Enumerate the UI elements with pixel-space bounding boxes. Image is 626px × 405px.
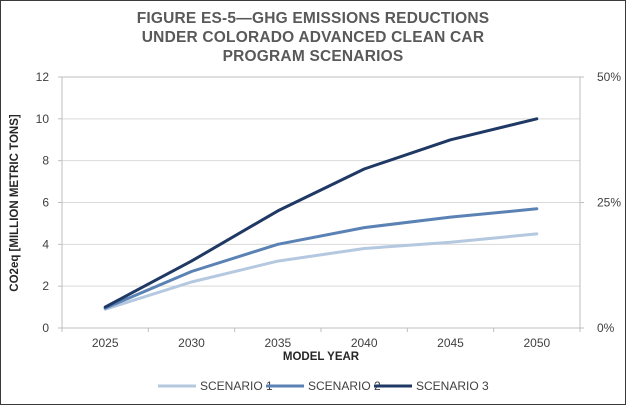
x-tick-label: 2030: [178, 336, 205, 350]
y-tick-label: 0: [42, 321, 49, 335]
x-tick-label: 2050: [523, 336, 550, 350]
y-axis-ticks: 0 2 4 6 8 10 12: [36, 70, 62, 335]
y-axis-title: CO2eq [MILLION METRIC TONS]: [9, 114, 21, 292]
y-tick-label: 8: [42, 154, 49, 168]
legend-label-3: SCENARIO 3: [416, 379, 489, 393]
y-tick-label: 4: [42, 237, 49, 251]
y2-axis-ticks: 0% 25% 50%: [580, 70, 621, 335]
legend-label-1: SCENARIO 1: [200, 379, 273, 393]
series-line-2: [103, 207, 539, 310]
series-line-3: [103, 117, 539, 309]
y-tick-label: 6: [42, 196, 49, 210]
legend-label-2: SCENARIO 2: [308, 379, 381, 393]
y2-tick-label: 50%: [597, 70, 621, 84]
chart-title-line-2: UNDER COLORADO ADVANCED CLEAN CAR: [141, 29, 485, 46]
x-axis-ticks: 2025 2030 2035 2040 2045 2050: [61, 328, 581, 350]
y-tick-label: 10: [36, 112, 50, 126]
x-axis-title: MODEL YEAR: [283, 351, 360, 363]
series-line-1: [103, 232, 539, 311]
x-tick-label: 2040: [351, 336, 378, 350]
y2-tick-label: 0%: [597, 321, 615, 335]
x-tick-label: 2035: [264, 336, 291, 350]
x-tick-label: 2025: [92, 336, 119, 350]
chart-title-line-3: PROGRAM SCENARIOS: [222, 48, 404, 65]
y-tick-label: 2: [42, 279, 49, 293]
chart-title-line-1: FIGURE ES-5—GHG EMISSIONS REDUCTIONS: [136, 10, 490, 27]
y-tick-label: 12: [36, 70, 50, 84]
x-tick-label: 2045: [437, 336, 464, 350]
series-lines: [103, 117, 539, 311]
chart-title: FIGURE ES-5—GHG EMISSIONS REDUCTIONS UND…: [0, 9, 626, 66]
legend: SCENARIO 1 SCENARIO 2 SCENARIO 3: [158, 379, 489, 393]
y2-tick-label: 25%: [597, 196, 621, 210]
